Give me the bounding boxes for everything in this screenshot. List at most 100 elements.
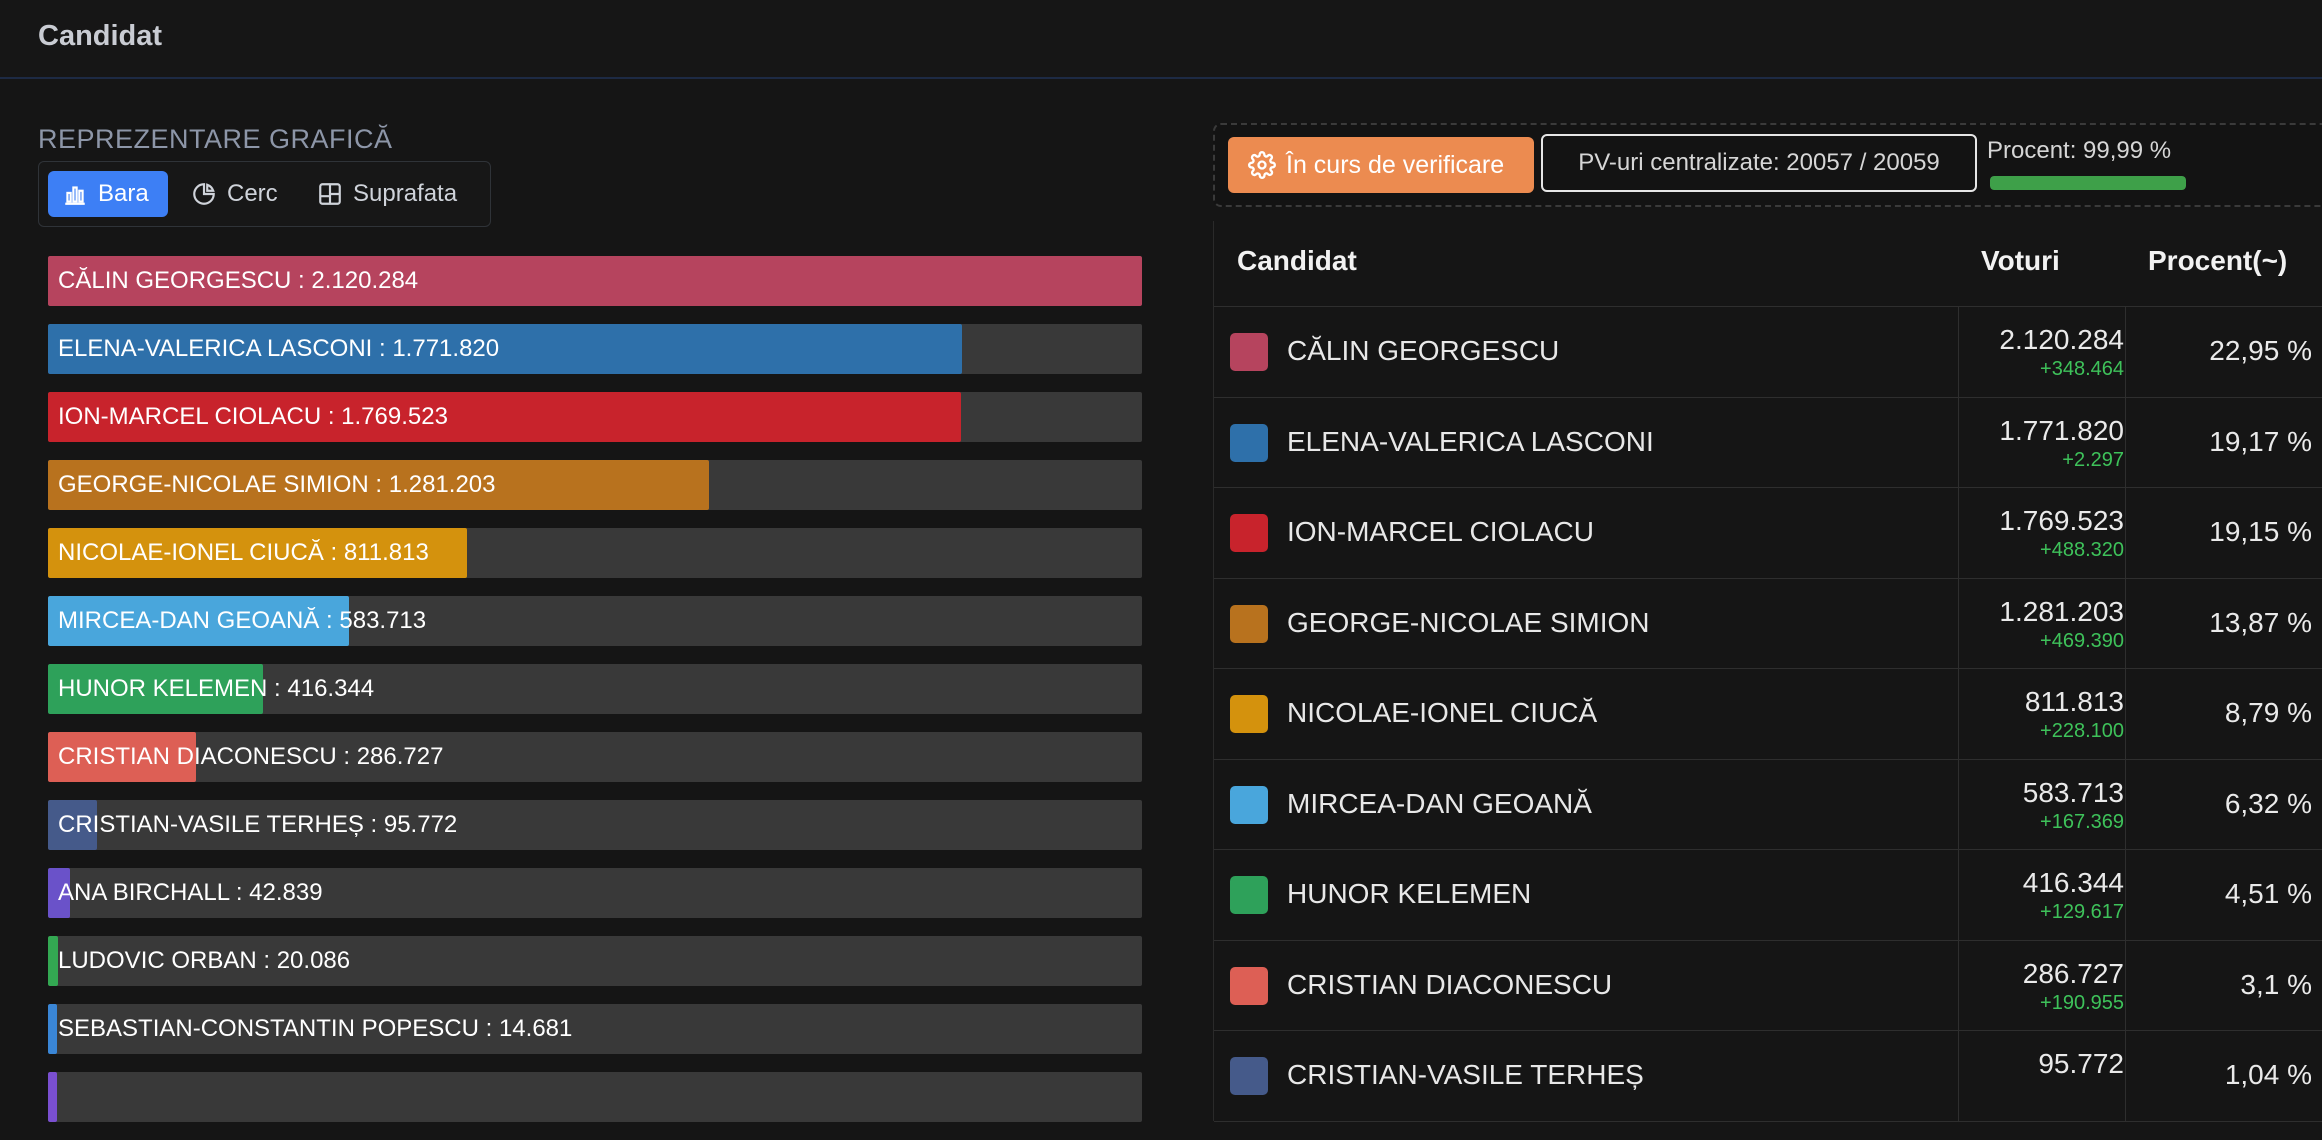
table-header: Candidat Voturi Procent(~) bbox=[1214, 221, 2322, 307]
table-row[interactable]: CRISTIAN-VASILE TERHEȘ 95.772 1,04 % bbox=[1214, 1031, 2322, 1122]
verification-status-label: În curs de verificare bbox=[1286, 150, 1505, 179]
bar-fill bbox=[48, 868, 71, 918]
treemap-icon bbox=[319, 183, 341, 205]
bar-fill bbox=[48, 800, 98, 850]
vote-percent: 19,17 % bbox=[2209, 425, 2312, 457]
candidate-name: ION-MARCEL CIOLACU bbox=[1287, 516, 1595, 547]
chart-type-switcher: Bara Cerc Suprafata bbox=[38, 161, 491, 227]
pv-centralized-counter: PV-uri centralizate: 20057 / 20059 bbox=[1541, 134, 1977, 192]
percent-progress-fill bbox=[1990, 176, 2186, 190]
table-row[interactable]: HUNOR KELEMEN 416.344 +129.617 4,51 % bbox=[1214, 850, 2322, 941]
candidate-name: ELENA-VALERICA LASCONI bbox=[1287, 425, 1654, 457]
table-row[interactable]: CĂLIN GEORGESCU 2.120.284 +348.464 22,95 % bbox=[1214, 307, 2322, 398]
vote-count: 583.713 bbox=[2022, 776, 2124, 808]
vote-percent: 4,51 % bbox=[2224, 878, 2312, 909]
page-title: Candidat bbox=[38, 20, 163, 52]
vote-count: 416.344 bbox=[2022, 867, 2124, 898]
candidate-color-swatch bbox=[1230, 695, 1268, 733]
candidate-color-swatch bbox=[1230, 876, 1268, 914]
bar-label: NICOLAE-IONEL CIUCĂ : 811.813 bbox=[58, 539, 429, 566]
candidate-color-swatch bbox=[1230, 514, 1268, 552]
bar-row[interactable]: NICOLAE-IONEL CIUCĂ : 811.813 bbox=[48, 528, 1142, 578]
bar-row[interactable] bbox=[48, 1072, 1142, 1122]
candidate-name: GEORGE-NICOLAE SIMION bbox=[1287, 606, 1650, 638]
bar-label: MIRCEA-DAN GEOANĂ : 583.713 bbox=[58, 607, 427, 634]
bar-row[interactable]: CĂLIN GEORGESCU : 2.120.284 bbox=[48, 256, 1142, 306]
bar-row[interactable]: GEORGE-NICOLAE SIMION : 1.281.203 bbox=[48, 460, 1142, 510]
vote-delta: +190.955 bbox=[2040, 991, 2124, 1014]
vote-delta: +488.320 bbox=[2040, 539, 2124, 561]
candidate-name: MIRCEA-DAN GEOANĂ bbox=[1287, 787, 1592, 819]
bar-label: GEORGE-NICOLAE SIMION : 1.281.203 bbox=[58, 471, 496, 498]
bar-row[interactable]: ION-MARCEL CIOLACU : 1.769.523 bbox=[48, 392, 1142, 442]
vote-percent: 8,79 % bbox=[2224, 697, 2312, 728]
candidate-name: NICOLAE-IONEL CIUCĂ bbox=[1287, 697, 1598, 728]
vote-count: 1.769.523 bbox=[1999, 505, 2124, 536]
vote-percent: 19,15 % bbox=[2209, 516, 2312, 547]
tab-pie-chart-label: Cerc bbox=[227, 180, 278, 207]
bar-label: LUDOVIC ORBAN : 20.086 bbox=[58, 947, 351, 974]
bar-chart-icon bbox=[65, 186, 85, 205]
vote-percent: 6,32 % bbox=[2224, 787, 2312, 819]
bar-row[interactable]: CRISTIAN-VASILE TERHEȘ : 95.772 bbox=[48, 800, 1142, 850]
bar-row[interactable]: ANA BIRCHALL : 42.839 bbox=[48, 868, 1142, 918]
table-row[interactable]: ION-MARCEL CIOLACU 1.769.523 +488.320 19,15… bbox=[1214, 488, 2322, 579]
table-row[interactable]: ELENA-VALERICA LASCONI 1.771.820 +2.297 19,… bbox=[1214, 398, 2322, 488]
candidate-name: CĂLIN GEORGESCU bbox=[1287, 335, 1560, 366]
tab-bar-chart[interactable]: Bara bbox=[48, 171, 168, 217]
bar-fill bbox=[48, 596, 350, 646]
table-row[interactable]: NICOLAE-IONEL CIUCĂ 811.813 +228.100 8,79 % bbox=[1214, 669, 2322, 760]
tab-pie-chart[interactable]: Cerc bbox=[177, 171, 295, 217]
bar-fill bbox=[48, 936, 59, 986]
gear-icon bbox=[1248, 151, 1276, 179]
table-row[interactable]: GEORGE-NICOLAE SIMION 1.281.203 +469.390 13… bbox=[1214, 579, 2322, 669]
bar-fill bbox=[48, 324, 963, 374]
vote-count: 811.813 bbox=[2024, 686, 2124, 717]
vote-delta: +129.617 bbox=[2040, 901, 2124, 923]
vote-delta: +469.390 bbox=[2040, 629, 2124, 652]
column-header-votes[interactable]: Voturi bbox=[1981, 245, 2060, 276]
bar-label: SEBASTIAN-CONSTANTIN POPESCU : 14.681 bbox=[58, 1015, 573, 1042]
tab-bar-chart-label: Bara bbox=[98, 180, 149, 207]
vote-count: 2.120.284 bbox=[1999, 324, 2124, 355]
bar-fill bbox=[48, 732, 196, 782]
bar-fill bbox=[48, 460, 710, 510]
chart-section-title: REPREZENTARE GRAFICĂ bbox=[38, 124, 393, 154]
vote-delta: +348.464 bbox=[2040, 358, 2124, 380]
column-header-candidate[interactable]: Candidat bbox=[1237, 245, 1357, 276]
bar-label: ANA BIRCHALL : 42.839 bbox=[58, 879, 323, 906]
column-divider bbox=[1958, 306, 1959, 1121]
tab-treemap-label: Suprafata bbox=[353, 180, 458, 207]
bar-label: CĂLIN GEORGESCU : 2.120.284 bbox=[58, 267, 419, 294]
bar-row[interactable]: MIRCEA-DAN GEOANĂ : 583.713 bbox=[48, 596, 1142, 646]
bar-fill bbox=[48, 392, 962, 442]
tab-treemap[interactable]: Suprafata bbox=[303, 171, 483, 217]
vote-percent: 1,04 % bbox=[2224, 1059, 2312, 1090]
table-row[interactable]: CRISTIAN DIACONESCU 286.727 +190.955 3,1 % bbox=[1214, 941, 2322, 1031]
pie-chart-icon bbox=[193, 183, 215, 205]
candidate-color-swatch bbox=[1230, 333, 1268, 371]
column-header-percent[interactable]: Procent(~) bbox=[2148, 245, 2288, 276]
bar-row[interactable]: HUNOR KELEMEN : 416.344 bbox=[48, 664, 1142, 714]
percent-progress-bar bbox=[1990, 176, 2186, 190]
bar-fill bbox=[48, 664, 263, 714]
vote-percent: 3,1 % bbox=[2240, 968, 2312, 1000]
bar-fill bbox=[48, 256, 1142, 306]
table-row[interactable]: MIRCEA-DAN GEOANĂ 583.713 +167.369 6,32 % bbox=[1214, 760, 2322, 850]
bar-row[interactable]: LUDOVIC ORBAN : 20.086 bbox=[48, 936, 1142, 986]
candidate-name: CRISTIAN DIACONESCU bbox=[1287, 968, 1613, 1000]
bar-row[interactable]: ELENA-VALERICA LASCONI : 1.771.820 bbox=[48, 324, 1142, 374]
bar-row[interactable]: SEBASTIAN-CONSTANTIN POPESCU : 14.681 bbox=[48, 1004, 1142, 1054]
candidate-color-swatch bbox=[1230, 966, 1268, 1005]
vote-percent: 13,87 % bbox=[2209, 606, 2312, 638]
bar-row[interactable]: CRISTIAN DIACONESCU : 286.727 bbox=[48, 732, 1142, 782]
candidate-color-swatch bbox=[1230, 604, 1268, 643]
page-header: Candidat bbox=[0, 0, 2322, 79]
verification-status-panel: În curs de verificare PV-uri centralizat… bbox=[1213, 123, 2322, 207]
verification-status-button[interactable]: În curs de verificare bbox=[1228, 137, 1534, 193]
bar-label: HUNOR KELEMEN : 416.344 bbox=[58, 675, 375, 702]
percent-label: Procent: 99,99 % bbox=[1987, 137, 2172, 164]
vote-delta: +228.100 bbox=[2040, 720, 2124, 742]
candidate-color-swatch bbox=[1230, 785, 1268, 824]
bar-label: CRISTIAN-VASILE TERHEȘ : 95.772 bbox=[58, 811, 458, 838]
